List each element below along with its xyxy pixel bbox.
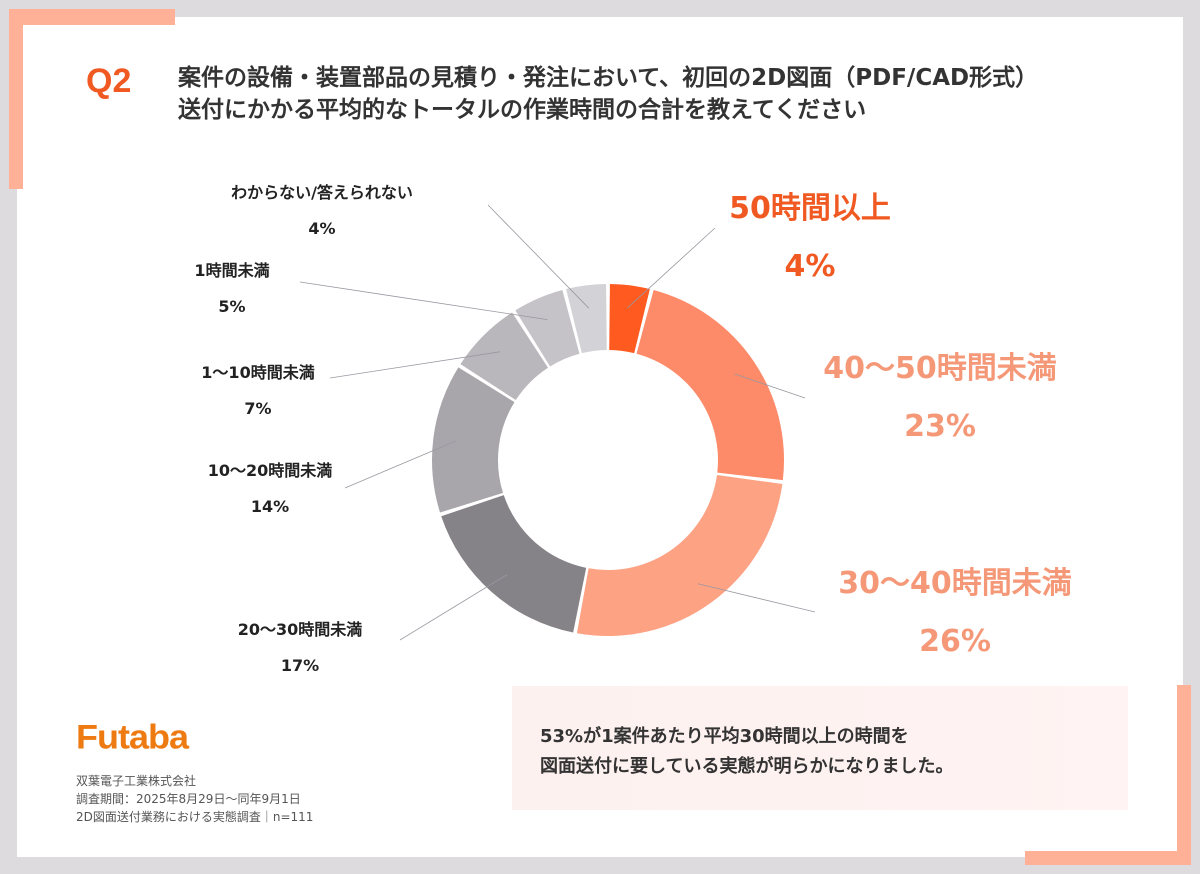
donut-slice [460, 312, 549, 401]
footer-info: 双葉電子工業株式会社 調査期間：2025年8月29日〜同年9月1日 2D図面送付… [76, 772, 313, 826]
slice-label: わからない/答えられない 4% [231, 175, 413, 247]
donut-slice [566, 284, 607, 354]
slice-category: 50時間以上 [729, 191, 891, 226]
slice-value: 23% [904, 409, 976, 444]
slice-category: 30〜40時間未満 [838, 566, 1072, 601]
slice-value: 4% [784, 249, 836, 284]
slice-label: 20〜30時間未満 17% [238, 612, 363, 684]
slice-value: 14% [250, 497, 290, 516]
slice-label: 1時間未満 5% [194, 253, 269, 325]
leader-line [399, 574, 508, 641]
donut-slice [609, 284, 650, 354]
corner-decoration [1025, 851, 1191, 865]
futaba-logo: Futaba [76, 717, 189, 756]
donut-slice [576, 474, 783, 637]
slice-value: 17% [280, 656, 320, 675]
slice-label: 30〜40時間未満 26% [838, 555, 1072, 671]
slice-label: 10〜20時間未満 14% [208, 453, 333, 525]
question-title: 案件の設備・装置部品の見積り・発注において、初回の2D図面（PDF/CAD形式）… [178, 62, 1038, 126]
slice-category: 20〜30時間未満 [237, 620, 363, 639]
company-name: 双葉電子工業株式会社 [76, 774, 197, 788]
leader-line [626, 227, 716, 309]
leader-line [299, 281, 548, 320]
callout-line: 53%が1案件あたり平均30時間以上の時間を [540, 726, 909, 747]
title-line: 案件の設備・装置部品の見積り・発注において、初回の2D図面（PDF/CAD形式） [178, 65, 1039, 91]
slice-label: 40〜50時間未満 23% [823, 340, 1057, 456]
leader-line [344, 440, 457, 489]
leader-line [487, 204, 590, 309]
donut-slice [515, 290, 580, 367]
corner-decoration [9, 9, 23, 189]
slice-value: 26% [919, 624, 991, 659]
leader-line [697, 583, 816, 613]
slice-category: 1〜10時間未満 [201, 363, 315, 382]
slice-label: 1〜10時間未満 7% [201, 355, 314, 427]
slice-label: 50時間以上 4% [729, 180, 891, 296]
slice-value: 5% [218, 297, 246, 316]
donut-slice [432, 367, 515, 513]
slice-value: 7% [244, 399, 272, 418]
slice-value: 4% [308, 219, 336, 238]
slice-category: 1時間未満 [194, 261, 270, 280]
title-line: 送付にかかる平均的なトータルの作業時間の合計を教えてください [178, 97, 867, 123]
corner-decoration [9, 9, 175, 25]
slice-category: 40〜50時間未満 [823, 351, 1057, 386]
leader-line [329, 351, 500, 379]
donut-slice [636, 290, 784, 481]
slice-category: 10〜20時間未満 [207, 461, 333, 480]
survey-period: 調査期間：2025年8月29日〜同年9月1日 [76, 792, 301, 806]
callout-box: 53%が1案件あたり平均30時間以上の時間を 図面送付に要している実態が明らかに… [512, 686, 1128, 810]
leader-line [734, 373, 806, 399]
callout-line: 図面送付に要している実態が明らかになりました。 [540, 756, 954, 777]
survey-name: 2D図面送付業務における実態調査｜n=111 [76, 810, 314, 824]
slice-category: わからない/答えられない [231, 183, 413, 202]
corner-decoration [1177, 685, 1191, 865]
question-number: Q2 [86, 62, 132, 100]
donut-slice [441, 495, 587, 633]
